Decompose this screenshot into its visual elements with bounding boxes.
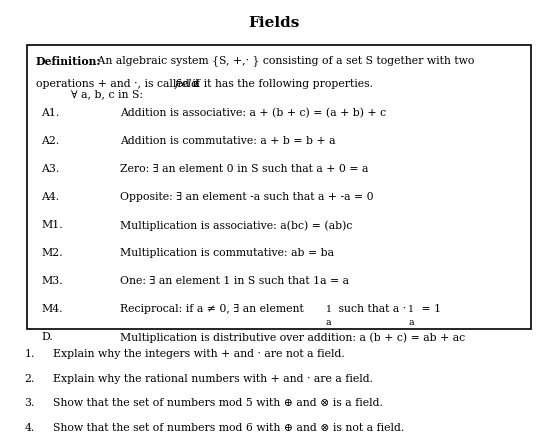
Text: such that a ·: such that a · (335, 304, 406, 314)
Text: M2.: M2. (41, 248, 63, 258)
Text: M3.: M3. (41, 276, 63, 286)
Text: Explain why the rational numbers with + and · are a field.: Explain why the rational numbers with + … (46, 374, 374, 384)
Text: Zero: ∃ an element 0 in S such that a + 0 = a: Zero: ∃ an element 0 in S such that a + … (120, 164, 369, 174)
Text: = 1: = 1 (418, 304, 441, 314)
Text: Definition:: Definition: (36, 56, 101, 67)
Text: 1: 1 (409, 305, 414, 314)
Text: Multiplication is associative: a(bc) = (ab)c: Multiplication is associative: a(bc) = (… (120, 220, 353, 231)
Text: 1.: 1. (25, 349, 35, 359)
Text: D.: D. (41, 332, 53, 342)
Text: M4.: M4. (41, 304, 62, 314)
Text: Reciprocal: if a ≠ 0, ∃ an element: Reciprocal: if a ≠ 0, ∃ an element (120, 304, 304, 314)
Text: Addition is associative: a + (b + c) = (a + b) + c: Addition is associative: a + (b + c) = (… (120, 108, 387, 118)
Text: 2.: 2. (25, 374, 35, 384)
Text: Opposite: ∃ an element -a such that a + -a = 0: Opposite: ∃ an element -a such that a + … (120, 192, 374, 202)
Text: A2.: A2. (41, 136, 59, 146)
Text: a: a (409, 318, 414, 327)
Text: Show that the set of numbers mod 6 with ⊕ and ⊗ is not a field.: Show that the set of numbers mod 6 with … (46, 423, 405, 433)
Text: field: field (175, 79, 200, 89)
Text: Multiplication is commutative: ab = ba: Multiplication is commutative: ab = ba (120, 248, 334, 258)
Text: if it has the following properties.: if it has the following properties. (189, 79, 373, 89)
Text: 1: 1 (326, 305, 331, 314)
Text: A1.: A1. (41, 108, 59, 118)
Text: Explain why the integers with + and · are not a field.: Explain why the integers with + and · ar… (46, 349, 345, 359)
Text: An algebraic system {S, +,· } consisting of a set S together with two: An algebraic system {S, +,· } consisting… (94, 56, 474, 66)
Text: operations + and ·, is called a: operations + and ·, is called a (36, 79, 202, 89)
Text: Addition is commutative: a + b = b + a: Addition is commutative: a + b = b + a (120, 136, 336, 146)
Text: a: a (326, 318, 331, 327)
Text: ∀ a, b, c in S:: ∀ a, b, c in S: (71, 89, 143, 99)
Text: 4.: 4. (25, 423, 35, 433)
Text: One: ∃ an element 1 in S such that 1a = a: One: ∃ an element 1 in S such that 1a = … (120, 276, 350, 286)
Text: Show that the set of numbers mod 5 with ⊕ and ⊗ is a field.: Show that the set of numbers mod 5 with … (46, 398, 383, 408)
Text: A3.: A3. (41, 164, 59, 174)
Text: Multiplication is distributive over addition: a (b + c) = ab + ac: Multiplication is distributive over addi… (120, 332, 465, 343)
Text: M1.: M1. (41, 220, 63, 230)
Text: 3.: 3. (25, 398, 35, 408)
Text: A4.: A4. (41, 192, 59, 202)
Text: Fields: Fields (248, 16, 299, 29)
